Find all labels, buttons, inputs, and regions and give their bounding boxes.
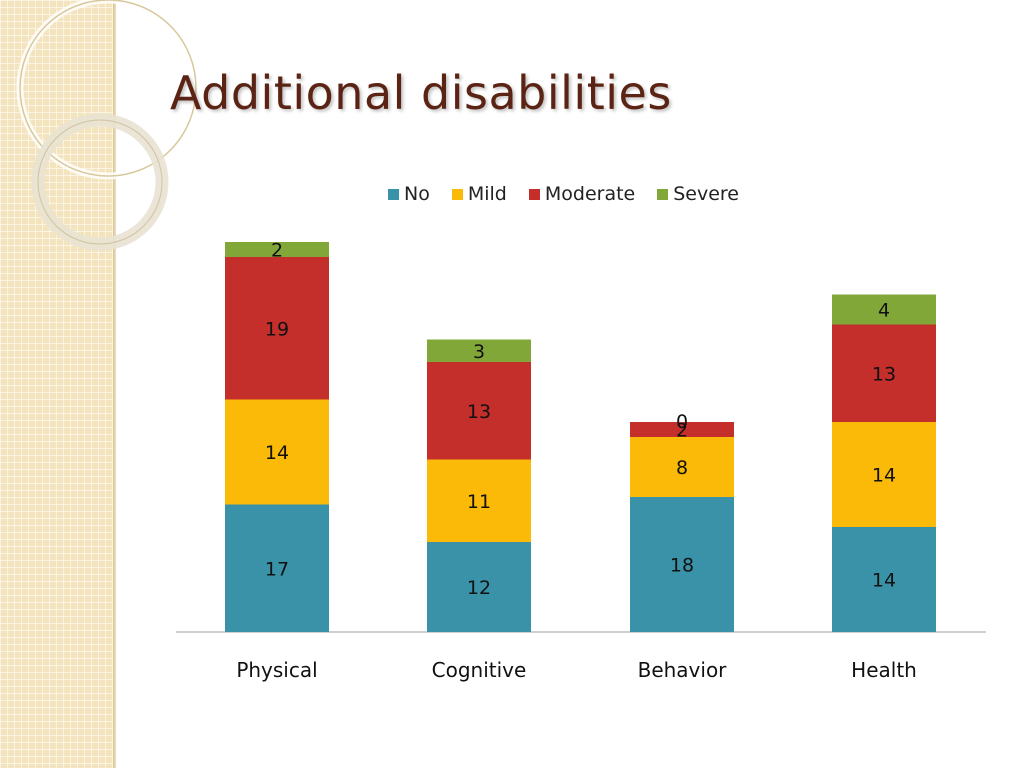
chart-legend: No Mild Moderate Severe	[388, 183, 739, 205]
data-label-cognitive-no: 12	[467, 577, 491, 599]
bar-cognitive-moderate	[427, 362, 531, 460]
legend-item-mild: Mild	[451, 183, 507, 205]
bar-physical-severe	[225, 242, 329, 257]
bar-cognitive-mild	[427, 459, 531, 542]
category-label-cognitive: Cognitive	[432, 658, 527, 682]
legend-swatch	[528, 188, 540, 200]
legend-label: Moderate	[544, 183, 636, 205]
legend-label: Mild	[467, 183, 507, 205]
decorative-rings	[16, 0, 200, 251]
bar-cognitive-severe	[427, 339, 531, 362]
decorative-side-strip	[0, 0, 113, 768]
bar-health-severe	[832, 294, 936, 325]
legend-item-severe: Severe	[657, 183, 739, 205]
data-label-behavior-severe: 0	[676, 411, 688, 433]
bar-physical-mild	[225, 399, 329, 505]
bar-health-moderate	[832, 324, 936, 422]
data-label-health-moderate: 13	[872, 363, 896, 385]
data-label-health-mild: 14	[872, 465, 896, 487]
data-label-cognitive-severe: 3	[473, 341, 485, 363]
legend-swatch	[451, 188, 463, 200]
decorative-side-edge	[113, 0, 116, 768]
legend-swatch	[388, 188, 399, 200]
data-label-health-severe: 4	[878, 300, 890, 322]
data-label-behavior-moderate: 2	[676, 420, 688, 442]
data-label-physical-mild: 14	[265, 442, 289, 464]
data-label-physical-moderate: 19	[265, 318, 289, 340]
data-label-physical-severe: 2	[271, 240, 283, 262]
category-label-physical: Physical	[236, 658, 317, 682]
category-label-behavior: Behavior	[638, 658, 728, 682]
bar-health-no	[832, 527, 936, 632]
legend-item-moderate: Moderate	[528, 183, 636, 205]
legend-item-no: No	[388, 183, 430, 205]
legend-label: No	[404, 183, 430, 205]
bar-behavior-moderate	[630, 422, 734, 437]
data-label-cognitive-moderate: 13	[467, 401, 491, 423]
data-label-health-no: 14	[872, 570, 896, 592]
bar-health-mild	[832, 422, 936, 527]
data-label-behavior-no: 18	[670, 555, 694, 577]
slide-title: Additional disabilities	[170, 66, 672, 120]
bar-behavior-no	[630, 497, 734, 632]
legend-swatch	[657, 188, 669, 200]
bar-cognitive-no	[427, 542, 531, 632]
data-label-physical-no: 17	[265, 558, 289, 580]
bar-physical-no	[225, 504, 329, 632]
data-label-cognitive-mild: 11	[467, 491, 491, 513]
bar-physical-moderate	[225, 257, 329, 400]
data-label-behavior-mild: 8	[676, 457, 688, 479]
legend-label: Severe	[673, 183, 740, 205]
bar-behavior-mild	[630, 437, 734, 497]
category-label-health: Health	[851, 658, 917, 682]
